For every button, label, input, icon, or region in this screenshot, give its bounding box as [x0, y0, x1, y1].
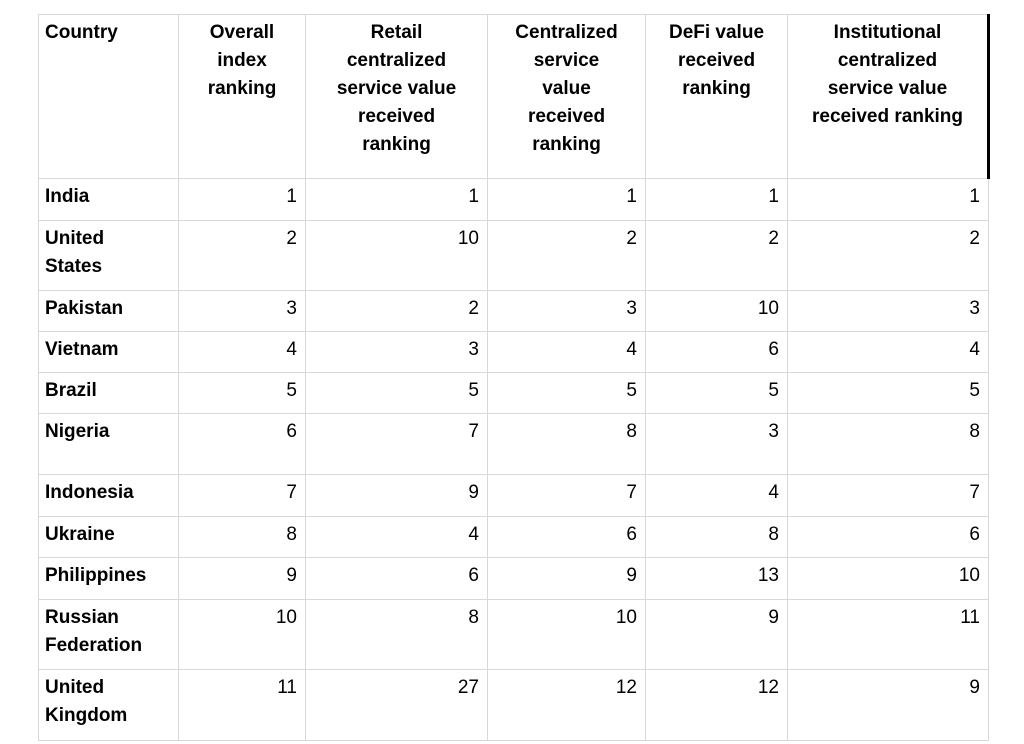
table-row-philippines: Philippines 9 6 9 13 10	[38, 557, 989, 600]
table-row-russian-federation: Russian Federation 10 8 10 9 11	[38, 599, 989, 670]
rank-cell: 2	[787, 220, 989, 291]
rank-cell: 11	[787, 599, 989, 670]
rank-cell: 10	[178, 599, 306, 670]
country-cell: Russian Federation	[38, 599, 179, 670]
rank-cell: 3	[645, 413, 788, 475]
rank-cell: 2	[178, 220, 306, 291]
table-row-vietnam: Vietnam 4 3 4 6 4	[38, 331, 989, 373]
column-header-defi-ranking: DeFi value received ranking	[645, 14, 788, 179]
rank-cell: 4	[787, 331, 989, 373]
rank-cell: 9	[645, 599, 788, 670]
column-header-country: Country	[38, 14, 179, 179]
country-rankings-table: Country Overall index ranking Retail cen…	[38, 14, 990, 741]
rank-cell: 1	[645, 178, 788, 221]
rank-cell: 10	[645, 290, 788, 332]
country-cell: United States	[38, 220, 179, 291]
rank-cell: 12	[645, 669, 788, 741]
rank-cell: 9	[178, 557, 306, 600]
rank-cell: 1	[305, 178, 488, 221]
rank-cell: 5	[487, 372, 646, 414]
country-cell: Philippines	[38, 557, 179, 600]
rank-cell: 6	[787, 516, 989, 558]
rank-cell: 10	[487, 599, 646, 670]
rank-cell: 3	[178, 290, 306, 332]
country-cell: Pakistan	[38, 290, 179, 332]
column-header-retail-centralized-ranking: Retail centralized service value receive…	[305, 14, 488, 179]
rank-cell: 27	[305, 669, 488, 741]
rank-cell: 3	[787, 290, 989, 332]
country-cell: Ukraine	[38, 516, 179, 558]
rank-cell: 4	[645, 474, 788, 517]
rank-cell: 5	[178, 372, 306, 414]
rank-cell: 6	[645, 331, 788, 373]
rank-cell: 9	[487, 557, 646, 600]
rank-cell: 8	[645, 516, 788, 558]
rank-cell: 8	[487, 413, 646, 475]
rank-cell: 3	[305, 331, 488, 373]
rank-cell: 5	[787, 372, 989, 414]
table-row-united-states: United States 2 10 2 2 2	[38, 220, 989, 291]
rank-cell: 7	[787, 474, 989, 517]
rank-cell: 7	[487, 474, 646, 517]
country-cell: India	[38, 178, 179, 221]
rank-cell: 6	[487, 516, 646, 558]
rank-cell: 4	[487, 331, 646, 373]
table-row-pakistan: Pakistan 3 2 3 10 3	[38, 290, 989, 332]
rank-cell: 2	[645, 220, 788, 291]
table-row-nigeria: Nigeria 6 7 8 3 8	[38, 413, 989, 475]
header-row: Country Overall index ranking Retail cen…	[38, 14, 990, 179]
rank-cell: 10	[787, 557, 989, 600]
rank-cell: 7	[305, 413, 488, 475]
column-header-institutional-ranking: Institutional centralized service value …	[787, 14, 990, 179]
rank-cell: 2	[305, 290, 488, 332]
rank-cell: 9	[305, 474, 488, 517]
rank-cell: 7	[178, 474, 306, 517]
rank-cell: 3	[487, 290, 646, 332]
table-row-indonesia: Indonesia 7 9 7 4 7	[38, 474, 989, 517]
rank-cell: 2	[487, 220, 646, 291]
rank-cell: 6	[305, 557, 488, 600]
country-cell: United Kingdom	[38, 669, 179, 741]
column-header-overall-index-ranking: Overall index ranking	[178, 14, 306, 179]
table-row-india: India 1 1 1 1 1	[38, 178, 989, 221]
country-cell: Nigeria	[38, 413, 179, 475]
country-cell: Indonesia	[38, 474, 179, 517]
rank-cell: 12	[487, 669, 646, 741]
rank-cell: 8	[787, 413, 989, 475]
rank-cell: 6	[178, 413, 306, 475]
rank-cell: 11	[178, 669, 306, 741]
rank-cell: 8	[178, 516, 306, 558]
country-cell: Vietnam	[38, 331, 179, 373]
rank-cell: 9	[787, 669, 989, 741]
column-header-centralized-ranking: Centralized service value received ranki…	[487, 14, 646, 179]
rank-cell: 1	[487, 178, 646, 221]
country-cell: Brazil	[38, 372, 179, 414]
table-row-united-kingdom: United Kingdom 11 27 12 12 9	[38, 669, 989, 741]
table-row-brazil: Brazil 5 5 5 5 5	[38, 372, 989, 414]
rank-cell: 8	[305, 599, 488, 670]
rank-cell: 4	[178, 331, 306, 373]
rank-cell: 13	[645, 557, 788, 600]
rank-cell: 5	[305, 372, 488, 414]
rank-cell: 5	[645, 372, 788, 414]
table-row-ukraine: Ukraine 8 4 6 8 6	[38, 516, 989, 558]
rank-cell: 10	[305, 220, 488, 291]
rank-cell: 1	[787, 178, 989, 221]
rank-cell: 1	[178, 178, 306, 221]
rank-cell: 4	[305, 516, 488, 558]
